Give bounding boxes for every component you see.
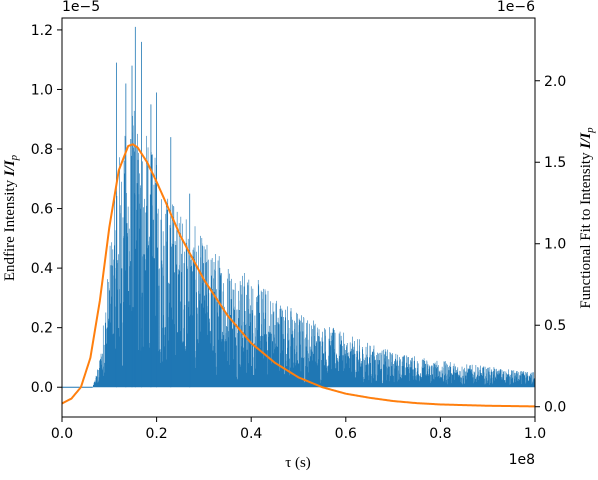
right-y-tick-label: 1.0 [544, 237, 566, 253]
x-tick-label: 0.8 [429, 426, 451, 442]
right-y-tick-label: 0.5 [544, 318, 566, 334]
signal-series [62, 26, 536, 388]
x-offset-label: 1e8 [509, 452, 535, 468]
x-tick-label: 0.6 [335, 426, 357, 442]
left-y-tick-label: 0.6 [31, 202, 53, 218]
fit-curve [61, 143, 536, 408]
fit-series [61, 143, 536, 408]
right-y-tick-label: 2.0 [544, 74, 566, 90]
right-y-tick-label: 0.0 [544, 400, 566, 416]
x-axis-label: τ (s) [285, 455, 311, 471]
left-y-tick-label: 0.4 [31, 261, 53, 277]
right-y-axis-label: Functional Fit to Intensity I/Ip [578, 127, 596, 309]
right-y-tick-label: 1.5 [544, 155, 566, 171]
left-y-tick-label: 0.8 [31, 142, 53, 158]
x-tick-label: 1.0 [524, 426, 546, 442]
left-y-axis-label: Endfire Intensity I/Ip [2, 154, 20, 281]
right-offset-label: 1e−6 [497, 0, 535, 15]
left-y-tick-label: 1.2 [31, 23, 53, 39]
left-offset-label: 1e−5 [62, 0, 100, 15]
left-y-tick-label: 0.0 [31, 380, 53, 396]
signal-spikes [92, 110, 536, 388]
left-y-axis-ticks: 0.0 0.2 0.4 0.6 0.8 1.0 1.2 [31, 23, 62, 396]
x-tick-label: 0.2 [145, 426, 167, 442]
plot-frame [61, 17, 536, 418]
x-tick-label: 0.4 [240, 426, 262, 442]
x-tick-label: 0.0 [51, 426, 73, 442]
left-y-tick-label: 0.2 [31, 321, 53, 337]
right-y-axis-ticks: 0.0 0.5 1.0 1.5 2.0 [535, 74, 566, 416]
x-axis-ticks: 0.0 0.2 0.4 0.6 0.8 1.0 [51, 417, 546, 442]
left-y-tick-label: 1.0 [31, 82, 53, 98]
